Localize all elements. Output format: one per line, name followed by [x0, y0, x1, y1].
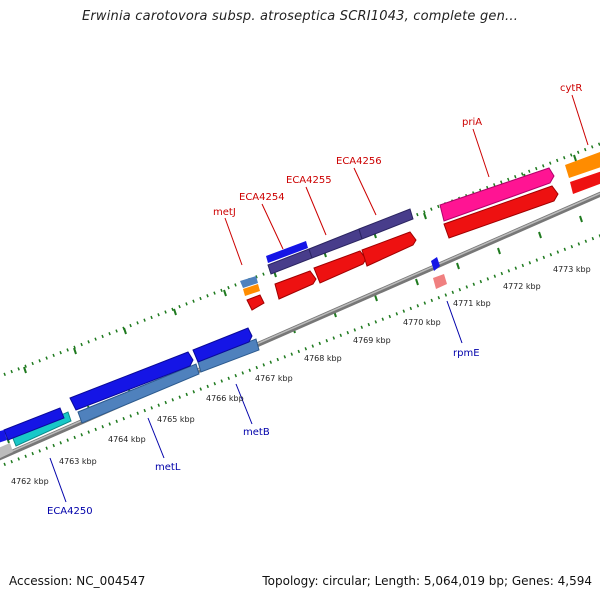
ruler-label: 4768 kbp — [304, 354, 342, 363]
label-priA[interactable]: priA — [462, 117, 482, 128]
ruler-label: 4773 kbp — [553, 265, 591, 274]
label-cytR[interactable]: cytR — [560, 83, 582, 94]
ruler-label: 4763 kbp — [59, 457, 97, 466]
feature-left-blue[interactable] — [3, 407, 65, 441]
reverse-strand-features — [0, 257, 447, 459]
feature-priA[interactable] — [439, 167, 555, 222]
ruler-label: 4762 kbp — [11, 477, 49, 486]
feature-ECA4256-red[interactable] — [361, 231, 417, 267]
feature-left-blue-end[interactable] — [0, 430, 7, 443]
genome-summary-text: Topology: circular; Length: 5,064,019 bp… — [262, 574, 592, 588]
feature-priA-red[interactable] — [443, 185, 559, 239]
feature-rpmE-box[interactable] — [433, 274, 447, 289]
feature-ECA4255-red[interactable] — [313, 250, 367, 284]
ruler-label: 4767 kbp — [255, 374, 293, 383]
map-title: Erwinia carotovora subsp. atroseptica SC… — [81, 9, 519, 24]
forward-gene-labels: metJ ECA4254 ECA4255 ECA4256 priA cytR — [213, 83, 582, 218]
feature-metB-arrow[interactable] — [192, 327, 253, 363]
reverse-gene-labels: ECA4250 metL metB rpmE — [47, 348, 480, 517]
feature-ECA4256-navy[interactable] — [358, 208, 414, 240]
ruler-label: 4769 kbp — [353, 336, 391, 345]
label-metL[interactable]: metL — [155, 462, 181, 473]
feature-cytR-red[interactable] — [570, 171, 600, 194]
label-rpmE[interactable]: rpmE — [453, 348, 480, 359]
ruler-label: 4764 kbp — [108, 435, 146, 444]
inner-tick-track — [0, 234, 600, 468]
feature-ECA4254-red[interactable] — [274, 270, 317, 300]
genome-backbone — [0, 191, 600, 461]
feature-metJ-red[interactable] — [246, 294, 265, 311]
ruler-label: 4771 kbp — [453, 299, 491, 308]
ruler-label: 4765 kbp — [157, 415, 195, 424]
label-ECA4255[interactable]: ECA4255 — [286, 175, 332, 186]
feature-grey-start[interactable] — [0, 443, 13, 459]
label-ECA4250[interactable]: ECA4250 — [47, 506, 93, 517]
ruler-labels: 4762 kbp 4763 kbp 4764 kbp 4765 kbp 4766… — [11, 265, 591, 486]
accession-text: Accession: NC_004547 — [9, 574, 146, 588]
feature-metL-arrow[interactable] — [69, 351, 194, 411]
feature-metJ-orange[interactable] — [243, 284, 260, 296]
label-metB[interactable]: metB — [243, 427, 270, 438]
ruler-label: 4766 kbp — [206, 394, 244, 403]
feature-cytR[interactable] — [565, 152, 600, 178]
feature-ECA4254-blue[interactable] — [266, 241, 308, 263]
feature-metJ-small[interactable] — [240, 276, 258, 288]
label-leaders — [49, 94, 589, 503]
ruler-label: 4770 kbp — [403, 318, 441, 327]
label-ECA4256[interactable]: ECA4256 — [336, 156, 382, 167]
label-ECA4254[interactable]: ECA4254 — [239, 192, 285, 203]
feature-metL[interactable] — [77, 363, 200, 424]
feature-rpmE[interactable] — [431, 257, 440, 271]
forward-strand-features — [240, 152, 600, 311]
ruler-label: 4772 kbp — [503, 282, 541, 291]
label-metJ[interactable]: metJ — [213, 207, 236, 218]
